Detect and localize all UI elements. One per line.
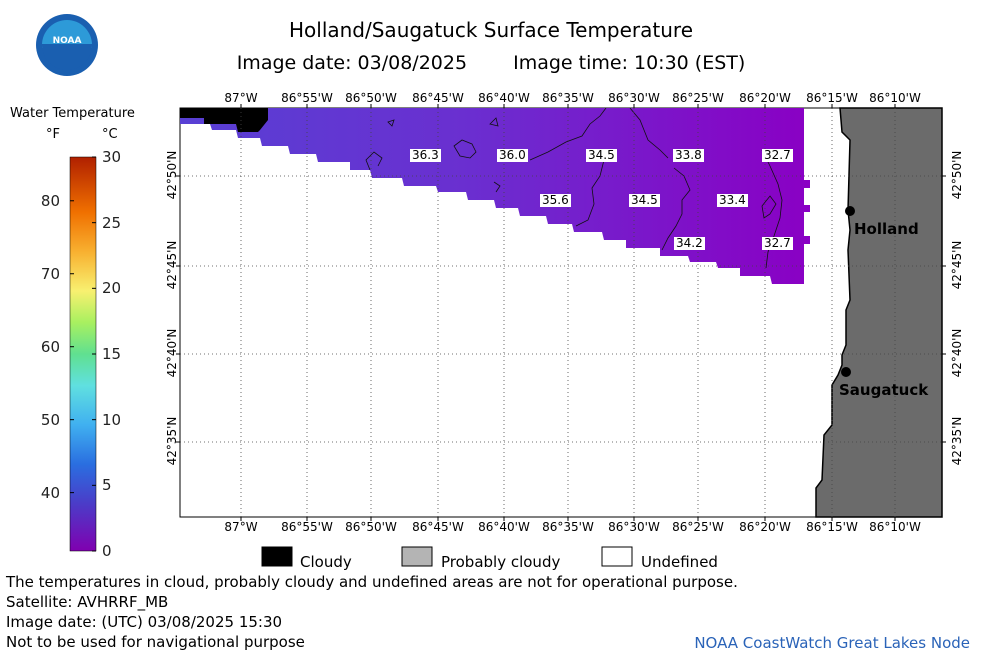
longitude-label-top: 86°55'W: [281, 91, 333, 105]
legend-probably-cloudy-label: Probably cloudy: [441, 553, 561, 571]
longitude-label-top: 86°50'W: [345, 91, 397, 105]
temperature-value: 35.6: [540, 193, 571, 207]
colorbar-label-fahrenheit: 70: [40, 264, 60, 283]
temperature-value: 34.5: [586, 148, 617, 162]
legend-probably-cloudy-swatch: [401, 546, 433, 567]
colorbar-label-celsius: 5: [102, 476, 112, 495]
logo-text: NOAA: [52, 36, 82, 46]
colorbar-label-celsius: 30: [102, 148, 122, 166]
saugatuck-marker: [841, 367, 851, 377]
legend-cloudy-label: Cloudy: [300, 553, 352, 571]
colorbar-label-fahrenheit: 60: [40, 337, 60, 356]
map-subtitle: Image date: 03/08/2025 Image time: 10:30…: [0, 52, 982, 74]
colorbar-label-celsius: 0: [102, 542, 112, 560]
map-title: Holland/Saugatuck Surface Temperature: [288, 18, 694, 42]
latitude-label-left: 42°45'N: [165, 240, 179, 290]
unit-celsius: °C: [102, 127, 118, 142]
note-satellite: Satellite: AVHRRF_MB: [6, 593, 169, 611]
longitude-label-bottom: 87°W: [224, 520, 258, 534]
longitude-label-top: 86°20'W: [739, 91, 791, 105]
longitude-label-top: 86°10'W: [869, 91, 921, 105]
latitude-label-left: 42°40'N: [165, 328, 179, 378]
longitude-label-bottom: 86°45'W: [412, 520, 464, 534]
longitude-label-bottom: 86°15'W: [806, 520, 858, 534]
image-date: Image date: 03/08/2025: [236, 52, 468, 74]
colorbar-label-celsius: 25: [102, 213, 122, 232]
longitude-label-top: 86°35'W: [542, 91, 594, 105]
colorbar-label-fahrenheit: 50: [40, 410, 60, 429]
colorbar-label-celsius: 10: [102, 410, 122, 429]
longitude-label-top: 86°40'W: [478, 91, 530, 105]
longitude-label-bottom: 86°25'W: [672, 520, 724, 534]
longitude-label-bottom: 86°50'W: [345, 520, 397, 534]
longitude-label-top: 86°15'W: [806, 91, 858, 105]
temperature-value: 34.5: [629, 193, 660, 207]
longitude-label-top: 86°45'W: [412, 91, 464, 105]
longitude-label-top: 87°W: [224, 91, 258, 105]
colorbar-label-celsius: 20: [102, 279, 122, 298]
longitude-label-bottom: 86°55'W: [281, 520, 333, 534]
temperature-value: 33.8: [673, 148, 704, 162]
longitude-label-top: 86°25'W: [672, 91, 724, 105]
note-disclaimer: The temperatures in cloud, probably clou…: [6, 573, 738, 591]
longitude-label-bottom: 86°40'W: [478, 520, 530, 534]
colorbar-title: Water Temperature: [10, 106, 135, 121]
place-saugatuck: Saugatuck: [839, 381, 929, 399]
latitude-label-left: 42°35'N: [165, 416, 179, 466]
temperature-value: 36.3: [410, 148, 441, 162]
image-time: Image time: 10:30 (EST): [513, 52, 746, 74]
note-utc-date: Image date: (UTC) 03/08/2025 15:30: [6, 613, 283, 631]
colorbar-label-fahrenheit: 40: [40, 483, 60, 502]
temperature-value: 32.7: [762, 148, 793, 162]
legend-undefined-label: Undefined: [641, 553, 718, 571]
cloudy-area: [180, 108, 268, 132]
legend-cloudy-swatch: [261, 546, 293, 567]
temperature-value: 32.7: [762, 236, 793, 250]
isotherm-lines: [365, 107, 783, 269]
unit-fahrenheit: °F: [46, 127, 60, 142]
graticule: [180, 108, 942, 517]
water-temperature-field: [180, 108, 810, 284]
latitude-label-left: 42°50'N: [165, 150, 179, 200]
note-navigation: Not to be used for navigational purpose: [6, 633, 305, 651]
temperature-value: 36.0: [497, 148, 528, 162]
latitude-label-right: 42°40'N: [950, 328, 964, 378]
colorbar: [69, 156, 97, 552]
legend-undefined-swatch: [601, 546, 633, 567]
colorbar-label-celsius: 15: [102, 345, 122, 363]
longitude-label-bottom: 86°20'W: [739, 520, 791, 534]
longitude-label-top: 86°30'W: [608, 91, 660, 105]
footer-credit: NOAA CoastWatch Great Lakes Node: [694, 634, 970, 652]
temperature-value: 34.2: [674, 236, 705, 250]
place-holland: Holland: [854, 220, 919, 238]
latitude-label-right: 42°50'N: [950, 150, 964, 200]
latitude-label-right: 42°35'N: [950, 416, 964, 466]
noaa-logo: NOAA: [36, 14, 98, 76]
longitude-label-bottom: 86°35'W: [542, 520, 594, 534]
colorbar-label-fahrenheit: 80: [40, 191, 60, 210]
latitude-label-right: 42°45'N: [950, 240, 964, 290]
land-area: [815, 107, 943, 518]
longitude-label-bottom: 86°30'W: [608, 520, 660, 534]
temperature-value: 33.4: [717, 193, 748, 207]
holland-marker: [845, 206, 855, 216]
longitude-label-bottom: 86°10'W: [869, 520, 921, 534]
